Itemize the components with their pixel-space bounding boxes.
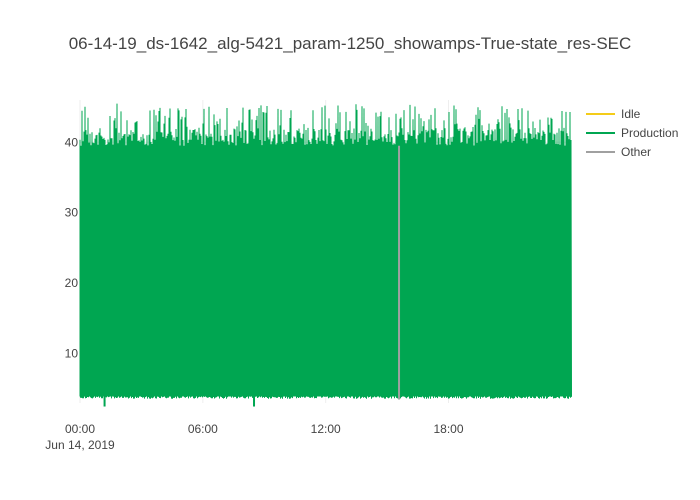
x-axis: 00:00 Jun 14, 2019 06:00 12:00 18:00 xyxy=(45,422,464,452)
y-tick-label: 20 xyxy=(65,276,79,290)
y-tick-label: 30 xyxy=(65,206,79,220)
legend-label: Production xyxy=(621,126,678,140)
legend-item-production[interactable]: Production xyxy=(586,126,678,140)
x-tick-label: 00:00 xyxy=(65,422,95,436)
plot-area xyxy=(79,103,573,407)
x-tick-label: 12:00 xyxy=(311,422,341,436)
legend-item-other[interactable]: Other xyxy=(586,145,651,159)
legend-item-idle[interactable]: Idle xyxy=(586,107,641,121)
legend[interactable]: Idle Production Other xyxy=(586,107,678,159)
x-tick-label: 06:00 xyxy=(188,422,218,436)
y-tick-label: 40 xyxy=(65,135,79,149)
legend-label: Other xyxy=(621,145,651,159)
legend-label: Idle xyxy=(621,107,641,121)
x-tick-label: 18:00 xyxy=(433,422,463,436)
y-tick-label: 10 xyxy=(65,347,79,361)
y-axis: 10 20 30 40 xyxy=(65,135,79,360)
x-tick-sublabel: Jun 14, 2019 xyxy=(45,438,115,452)
chart-title: 06-14-19_ds-1642_alg-5421_param-1250_sho… xyxy=(68,34,632,53)
production-series xyxy=(79,103,573,399)
